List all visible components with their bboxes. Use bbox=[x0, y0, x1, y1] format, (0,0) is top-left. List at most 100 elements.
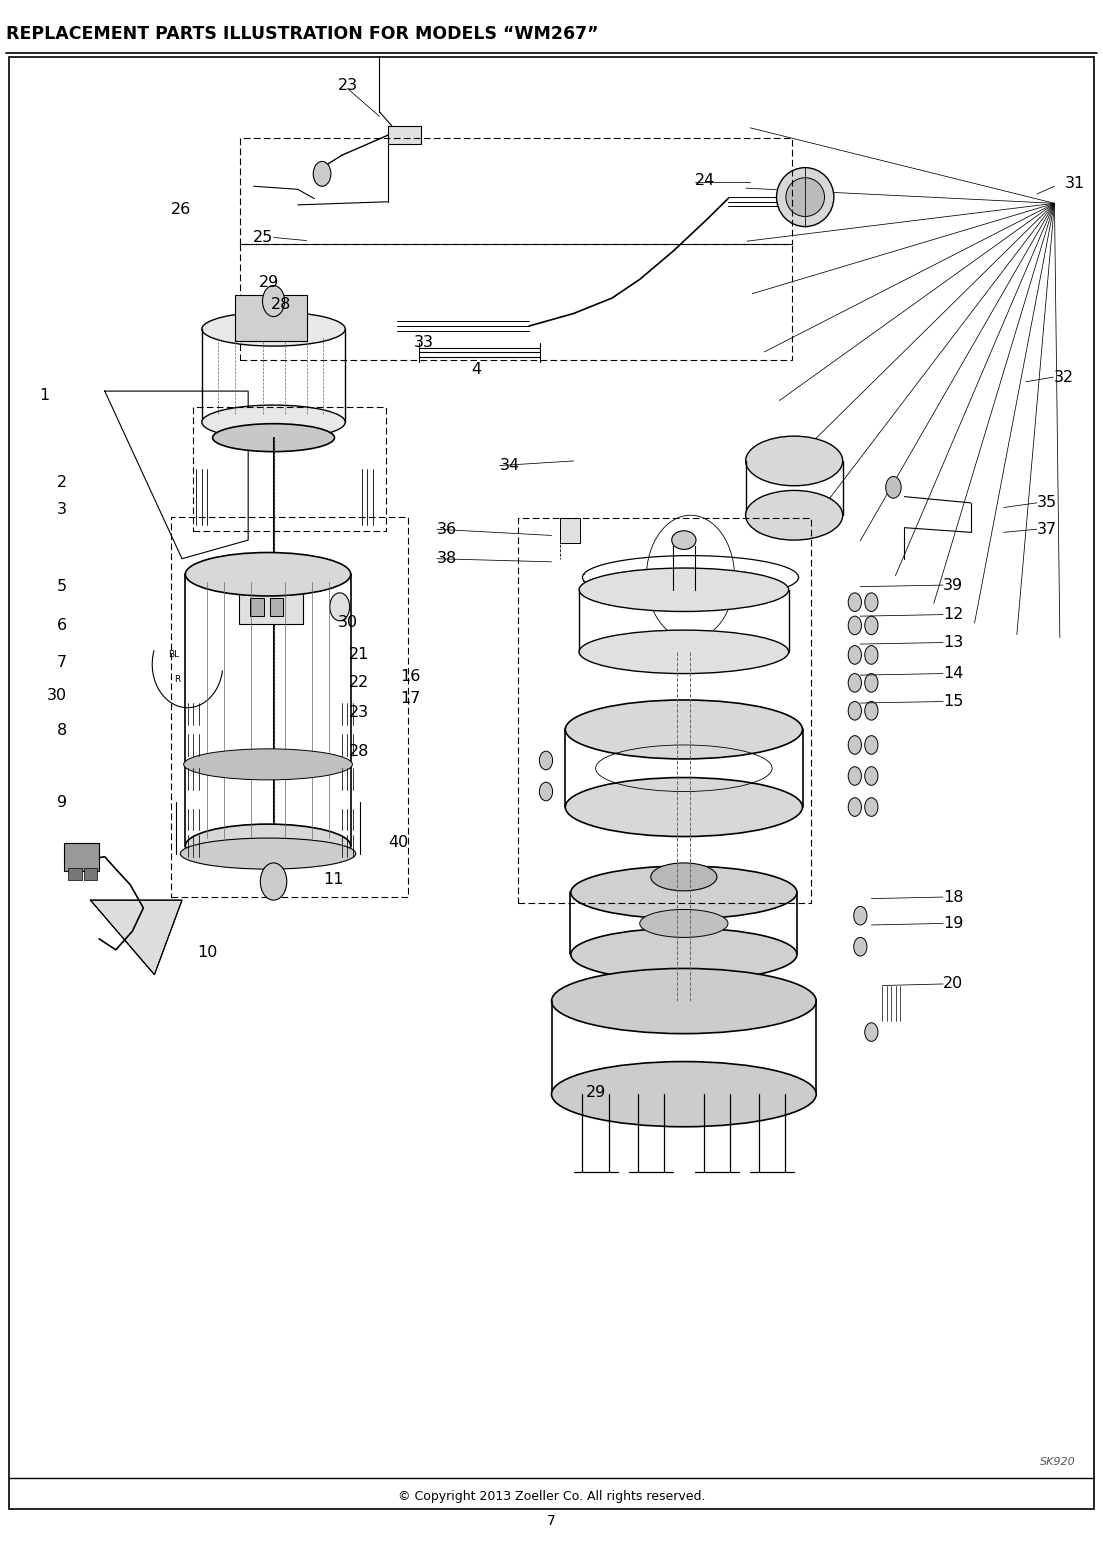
Text: 26: 26 bbox=[171, 202, 191, 217]
Ellipse shape bbox=[571, 866, 796, 919]
Text: 31: 31 bbox=[1064, 175, 1084, 191]
Bar bbox=[68, 868, 82, 880]
Circle shape bbox=[539, 782, 553, 801]
Text: 17: 17 bbox=[400, 691, 420, 706]
Ellipse shape bbox=[566, 700, 803, 759]
Text: 32: 32 bbox=[1053, 369, 1073, 385]
Circle shape bbox=[260, 863, 287, 900]
Text: 25: 25 bbox=[254, 230, 274, 245]
Text: 29: 29 bbox=[586, 1085, 606, 1100]
Text: 5: 5 bbox=[57, 579, 67, 594]
Text: 7: 7 bbox=[57, 655, 67, 670]
Ellipse shape bbox=[777, 168, 834, 227]
Text: 39: 39 bbox=[943, 577, 963, 593]
Circle shape bbox=[539, 751, 553, 770]
Circle shape bbox=[848, 674, 861, 692]
Text: 30: 30 bbox=[47, 688, 67, 703]
Ellipse shape bbox=[579, 568, 789, 611]
Ellipse shape bbox=[746, 490, 843, 540]
Bar bbox=[193, 407, 386, 531]
Text: 10: 10 bbox=[197, 945, 217, 961]
Circle shape bbox=[848, 646, 861, 664]
Text: 33: 33 bbox=[414, 335, 433, 351]
Bar bbox=[64, 843, 99, 871]
Circle shape bbox=[848, 616, 861, 635]
Bar bbox=[518, 518, 811, 903]
Bar bbox=[240, 244, 792, 360]
Bar bbox=[270, 598, 283, 616]
Circle shape bbox=[865, 736, 878, 754]
Bar bbox=[240, 138, 792, 244]
Text: 22: 22 bbox=[349, 675, 368, 691]
Text: R: R bbox=[174, 675, 181, 684]
Text: 23: 23 bbox=[349, 705, 368, 720]
Text: BL: BL bbox=[168, 650, 179, 660]
Circle shape bbox=[865, 1023, 878, 1041]
Circle shape bbox=[886, 476, 901, 498]
Text: 30: 30 bbox=[338, 615, 357, 630]
Text: 15: 15 bbox=[943, 694, 963, 709]
Circle shape bbox=[848, 767, 861, 785]
Text: 14: 14 bbox=[943, 666, 963, 681]
Circle shape bbox=[865, 767, 878, 785]
Text: 40: 40 bbox=[388, 835, 408, 850]
Bar bbox=[388, 126, 421, 144]
Circle shape bbox=[854, 906, 867, 925]
Ellipse shape bbox=[185, 553, 351, 596]
Text: 21: 21 bbox=[349, 647, 368, 663]
Circle shape bbox=[854, 937, 867, 956]
Bar bbox=[239, 590, 303, 624]
Text: 35: 35 bbox=[1037, 495, 1057, 511]
Text: 20: 20 bbox=[943, 976, 963, 992]
Bar bbox=[560, 518, 580, 543]
Bar bbox=[171, 517, 408, 897]
Bar bbox=[250, 598, 264, 616]
Ellipse shape bbox=[202, 405, 345, 439]
Polygon shape bbox=[90, 900, 182, 975]
Text: 12: 12 bbox=[943, 607, 963, 622]
Circle shape bbox=[865, 593, 878, 611]
Text: 23: 23 bbox=[338, 78, 357, 93]
Ellipse shape bbox=[552, 968, 816, 1034]
Circle shape bbox=[848, 593, 861, 611]
Ellipse shape bbox=[571, 928, 796, 981]
Text: 6: 6 bbox=[57, 618, 67, 633]
Text: 36: 36 bbox=[437, 521, 457, 537]
Circle shape bbox=[263, 286, 285, 317]
Text: REPLACEMENT PARTS ILLUSTRATION FOR MODELS “WM267”: REPLACEMENT PARTS ILLUSTRATION FOR MODEL… bbox=[6, 25, 598, 43]
Circle shape bbox=[865, 646, 878, 664]
Ellipse shape bbox=[202, 312, 345, 346]
Bar bbox=[235, 295, 307, 341]
Text: 34: 34 bbox=[500, 458, 520, 473]
Text: 28: 28 bbox=[349, 743, 368, 759]
Text: 19: 19 bbox=[943, 916, 963, 931]
Text: 2: 2 bbox=[57, 475, 67, 490]
Circle shape bbox=[330, 593, 350, 621]
Ellipse shape bbox=[183, 748, 353, 779]
Circle shape bbox=[865, 702, 878, 720]
Ellipse shape bbox=[552, 1062, 816, 1127]
Text: 38: 38 bbox=[437, 551, 457, 566]
Circle shape bbox=[865, 798, 878, 816]
Text: 29: 29 bbox=[259, 275, 279, 290]
Text: © Copyright 2013 Zoeller Co. All rights reserved.: © Copyright 2013 Zoeller Co. All rights … bbox=[398, 1490, 705, 1502]
Circle shape bbox=[865, 674, 878, 692]
Ellipse shape bbox=[180, 838, 355, 869]
Circle shape bbox=[848, 736, 861, 754]
Text: 16: 16 bbox=[400, 669, 420, 684]
Circle shape bbox=[848, 798, 861, 816]
Text: 9: 9 bbox=[57, 795, 67, 810]
Ellipse shape bbox=[579, 630, 789, 674]
Ellipse shape bbox=[185, 824, 351, 868]
Bar bbox=[84, 868, 97, 880]
Text: 4: 4 bbox=[471, 362, 481, 377]
Ellipse shape bbox=[746, 436, 843, 486]
Text: SK920: SK920 bbox=[1040, 1457, 1075, 1467]
Ellipse shape bbox=[566, 778, 803, 837]
Text: 37: 37 bbox=[1037, 521, 1057, 537]
Text: 7: 7 bbox=[547, 1513, 556, 1529]
Text: 1: 1 bbox=[40, 388, 50, 404]
Text: 18: 18 bbox=[943, 889, 964, 905]
Ellipse shape bbox=[640, 909, 728, 937]
Ellipse shape bbox=[672, 531, 696, 549]
